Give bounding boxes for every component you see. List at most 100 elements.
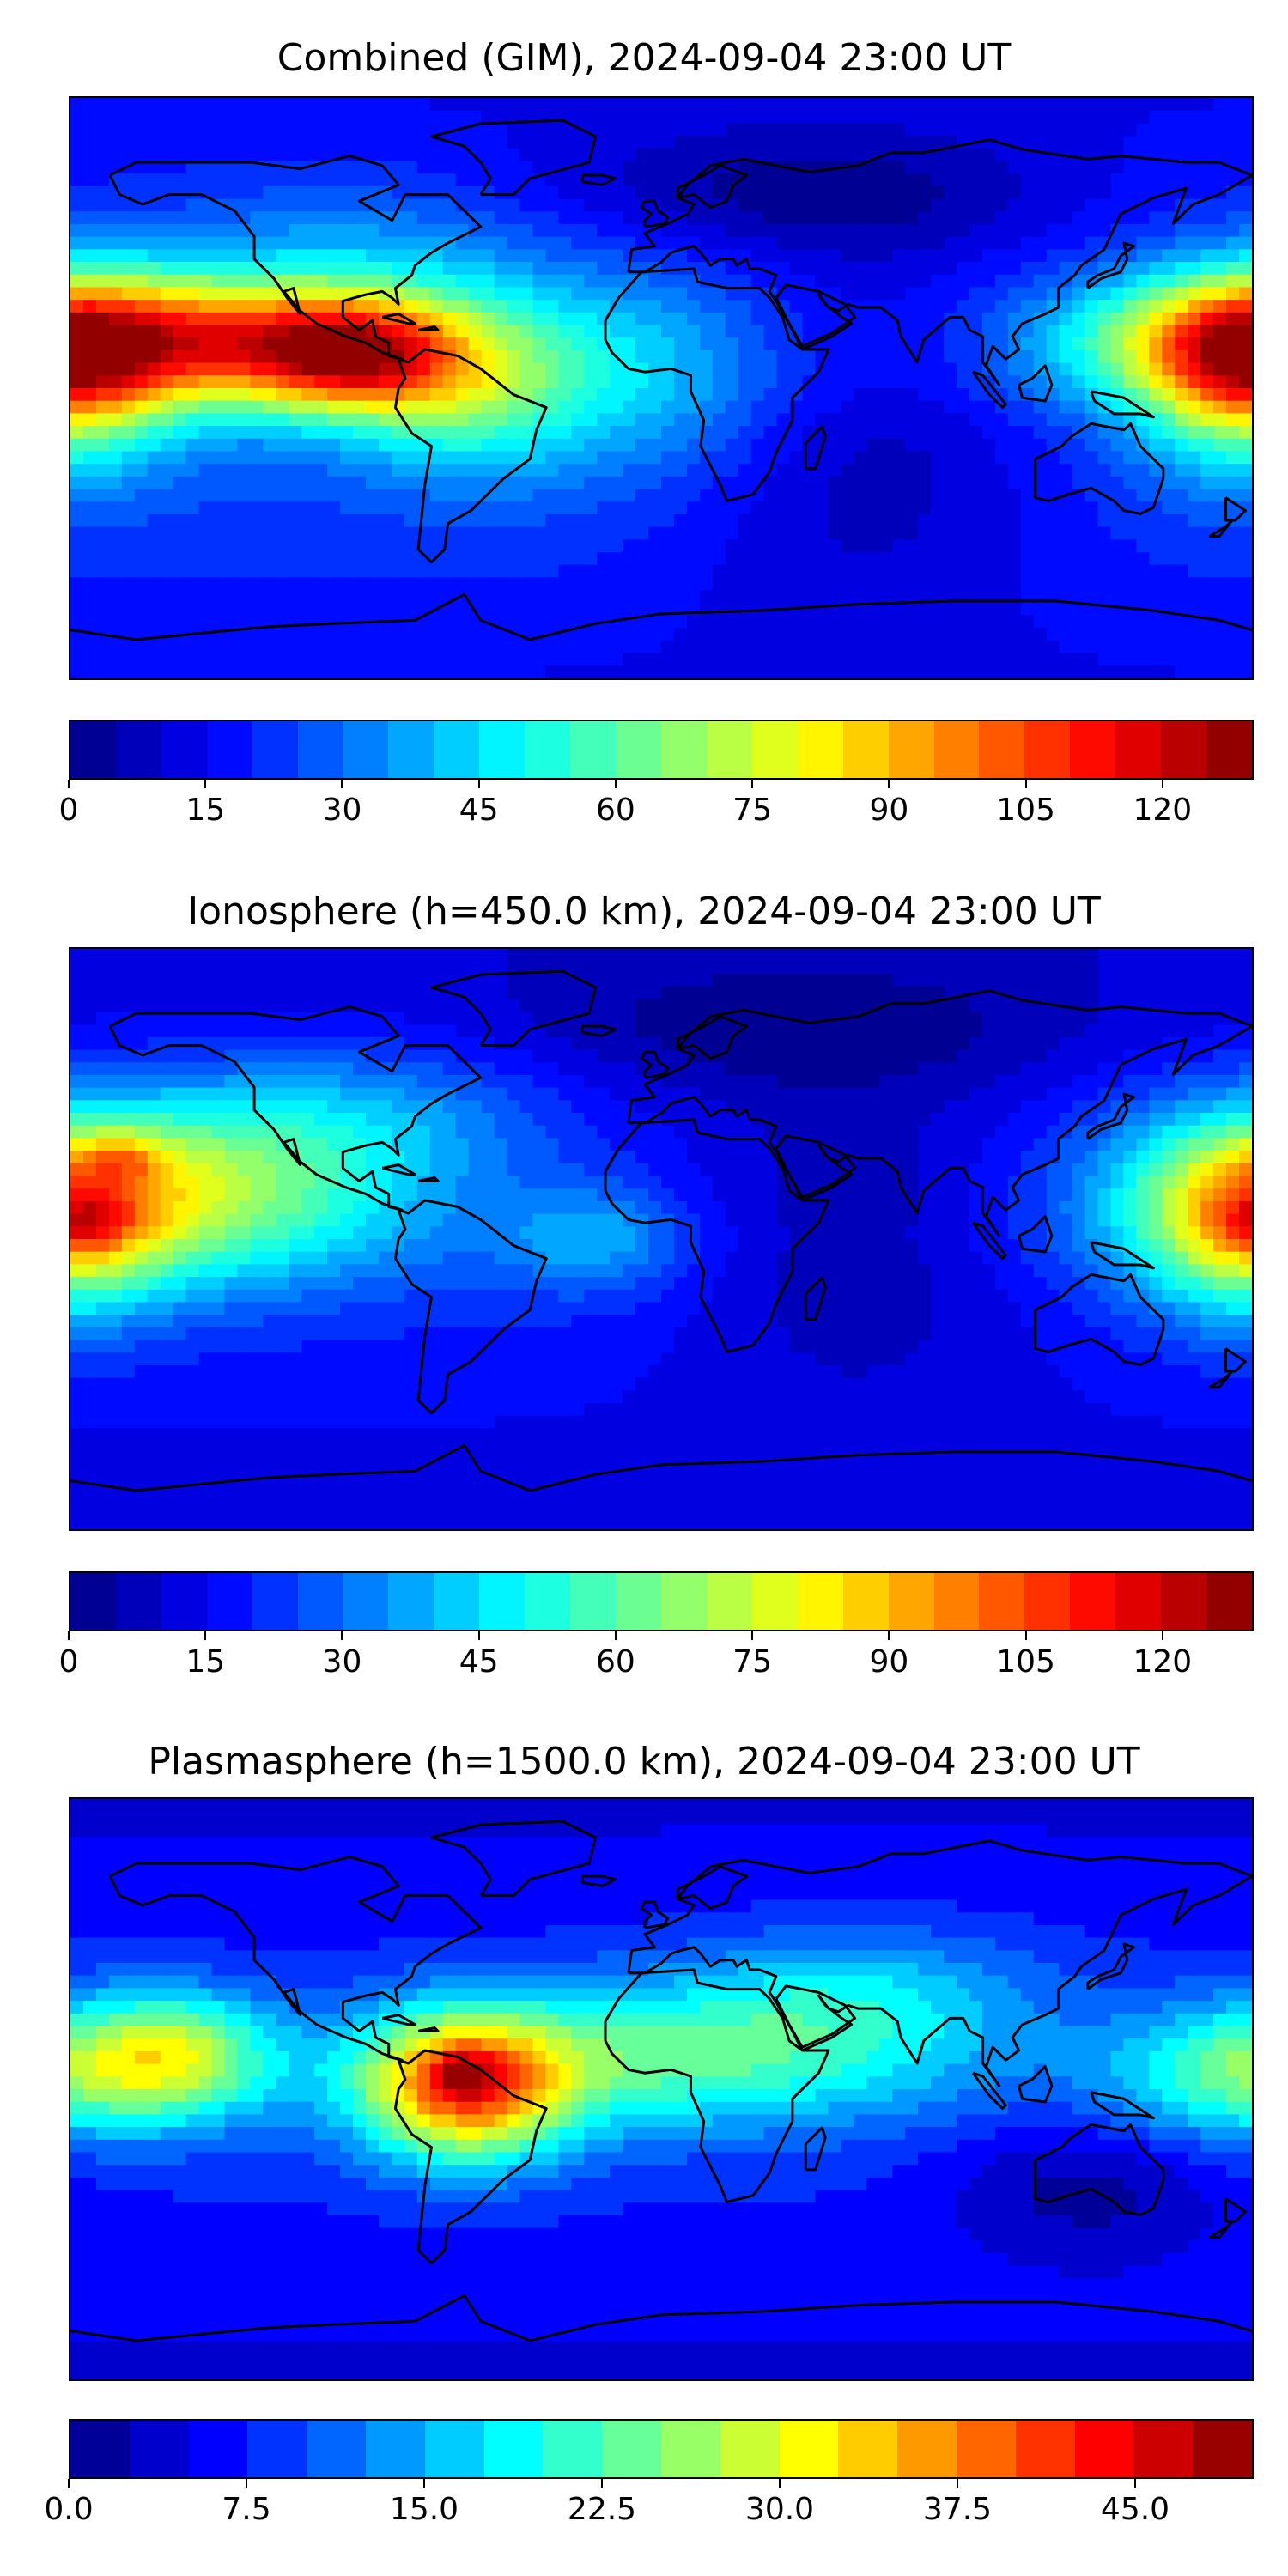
tec-cell bbox=[673, 640, 688, 654]
tec-cell bbox=[571, 349, 585, 364]
tec-cell bbox=[404, 665, 418, 678]
tec-cell bbox=[648, 388, 662, 402]
tec-cell bbox=[160, 653, 174, 666]
tec-cell bbox=[95, 173, 110, 187]
tec-cell bbox=[301, 1036, 315, 1051]
tec-cell bbox=[1084, 426, 1099, 440]
tec-cell bbox=[854, 961, 867, 975]
colorbar-tick bbox=[1024, 780, 1027, 788]
tec-cell bbox=[378, 110, 392, 124]
tec-cell bbox=[918, 602, 932, 617]
tec-cell bbox=[532, 262, 546, 276]
tec-cell bbox=[147, 262, 161, 276]
tec-cell bbox=[994, 451, 1009, 465]
tec-cell bbox=[429, 438, 444, 453]
tec-cell bbox=[1007, 413, 1022, 427]
tec-cell bbox=[121, 400, 136, 414]
tec-cell bbox=[571, 362, 585, 376]
tec-cell bbox=[1097, 123, 1112, 137]
tec-cell bbox=[1123, 476, 1137, 490]
tec-cell bbox=[134, 999, 149, 1013]
tec-cell bbox=[661, 974, 675, 987]
tec-cell bbox=[661, 628, 675, 641]
tec-cell bbox=[1033, 1024, 1048, 1038]
colorbar-segment bbox=[933, 721, 980, 778]
tec-cell bbox=[1072, 400, 1086, 414]
tec-cell bbox=[892, 413, 906, 427]
tec-cell bbox=[1007, 185, 1022, 200]
tec-cell bbox=[725, 564, 739, 579]
tec-cell bbox=[95, 590, 110, 604]
tec-cell bbox=[1059, 287, 1073, 301]
tec-cell bbox=[340, 262, 354, 276]
tec-cell bbox=[673, 136, 688, 149]
tec-cell bbox=[841, 628, 854, 641]
tec-cell bbox=[468, 999, 483, 1013]
tec-cell bbox=[404, 526, 418, 540]
tec-cell bbox=[673, 325, 688, 338]
tec-cell bbox=[1213, 98, 1227, 112]
tec-cell bbox=[969, 513, 983, 528]
tec-cell bbox=[442, 148, 457, 162]
tec-cell bbox=[1020, 136, 1035, 149]
tec-cell bbox=[378, 236, 392, 250]
tec-cell bbox=[841, 640, 854, 654]
tec-cell bbox=[314, 1024, 328, 1038]
tec-cell bbox=[1007, 148, 1022, 162]
tec-cell bbox=[276, 628, 289, 641]
tec-cell bbox=[198, 211, 213, 225]
tec-cell bbox=[623, 539, 636, 553]
tec-cell bbox=[545, 400, 559, 414]
tec-cell bbox=[815, 653, 829, 666]
tec-cell bbox=[404, 961, 418, 975]
tec-cell bbox=[378, 564, 392, 579]
tec-cell bbox=[699, 961, 714, 975]
tec-cell bbox=[1033, 375, 1048, 389]
tec-cell bbox=[892, 974, 906, 987]
tec-cell bbox=[725, 640, 739, 654]
tec-cell bbox=[185, 185, 200, 200]
tec-cell bbox=[185, 602, 200, 617]
tec-cell bbox=[121, 1024, 136, 1038]
tec-cell bbox=[610, 1012, 623, 1025]
coastline bbox=[676, 164, 748, 210]
tec-cell bbox=[981, 602, 996, 617]
tec-cell bbox=[918, 615, 932, 629]
tec-cell bbox=[1046, 236, 1060, 250]
tec-cell bbox=[327, 110, 341, 124]
tec-cell bbox=[610, 211, 623, 225]
tec-cell bbox=[866, 476, 880, 490]
tec-cell bbox=[854, 653, 867, 666]
tec-cell bbox=[673, 476, 688, 490]
tec-cell bbox=[673, 653, 688, 666]
tec-cell bbox=[95, 388, 110, 402]
tec-cell bbox=[635, 249, 649, 263]
tec-cell bbox=[70, 287, 84, 301]
tec-cell bbox=[429, 161, 444, 174]
tec-cell bbox=[121, 564, 136, 579]
tec-cell bbox=[635, 476, 649, 490]
tec-cell bbox=[661, 337, 675, 351]
tec-cell bbox=[558, 413, 572, 427]
tec-cell bbox=[70, 451, 84, 465]
tec-cell bbox=[1200, 501, 1214, 515]
tec-cell bbox=[507, 438, 521, 453]
tec-cell bbox=[776, 501, 791, 515]
tec-cell bbox=[237, 136, 251, 149]
tec-cell bbox=[854, 513, 867, 528]
tec-cell bbox=[725, 590, 739, 604]
tec-cell bbox=[610, 451, 623, 465]
tec-cell bbox=[121, 223, 136, 238]
tec-cell bbox=[519, 98, 534, 112]
tec-cell bbox=[738, 513, 752, 528]
tec-cell bbox=[1136, 211, 1150, 225]
tec-cell bbox=[712, 602, 726, 617]
tec-cell bbox=[1123, 653, 1137, 666]
tec-cell bbox=[134, 539, 149, 553]
tec-cell bbox=[854, 110, 867, 124]
tec-cell bbox=[905, 501, 919, 515]
tec-cell bbox=[378, 987, 392, 1000]
tec-cell bbox=[1175, 413, 1188, 427]
tec-cell bbox=[661, 287, 675, 301]
tec-cell bbox=[507, 236, 521, 250]
